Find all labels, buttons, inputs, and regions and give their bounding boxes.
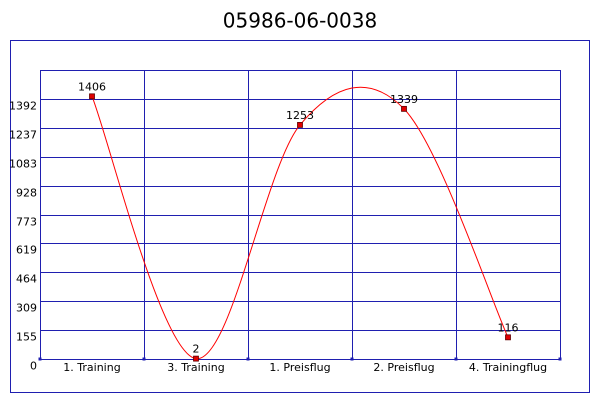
axis-dot (38, 357, 42, 361)
y-tick-label: 1237 (9, 129, 37, 142)
y-tick-label: 464 (16, 273, 37, 286)
data-label: 1339 (390, 93, 418, 106)
axis-dot (350, 357, 354, 361)
point-marker (297, 122, 303, 128)
point-marker (193, 355, 199, 362)
data-label: 1406 (78, 80, 106, 93)
y-tick-label: 0 (30, 360, 37, 373)
y-tick-label: 309 (16, 302, 37, 315)
chart-title: 05986-06-0038 (223, 9, 377, 33)
x-tick-label: 4. Trainingflug (469, 361, 547, 374)
frame (10, 40, 590, 393)
x-tick-label: 2. Preisflug (373, 361, 434, 374)
point-marker (89, 93, 95, 100)
y-tick-label: 773 (16, 216, 37, 229)
axis-dot (558, 357, 562, 361)
series-line (91, 86, 509, 360)
axis-dot (142, 357, 146, 361)
data-label: 2 (193, 343, 200, 356)
x-tick-label: 1. Training (63, 361, 120, 374)
y-tick-label: 1083 (9, 158, 37, 171)
y-tick-label: 155 (16, 331, 37, 344)
y-tick-label: 928 (16, 187, 37, 200)
point-marker (401, 105, 407, 112)
data-label: 116 (498, 321, 519, 334)
axis-dot (454, 357, 458, 361)
data-label: 1253 (286, 109, 314, 122)
x-tick-label: 1. Preisflug (269, 361, 330, 374)
x-tick-label: 3. Training (167, 361, 224, 374)
y-tick-label: 1392 (9, 100, 37, 113)
y-tick-label: 619 (16, 244, 37, 257)
point-marker (505, 334, 511, 341)
axis-dot (246, 357, 250, 361)
